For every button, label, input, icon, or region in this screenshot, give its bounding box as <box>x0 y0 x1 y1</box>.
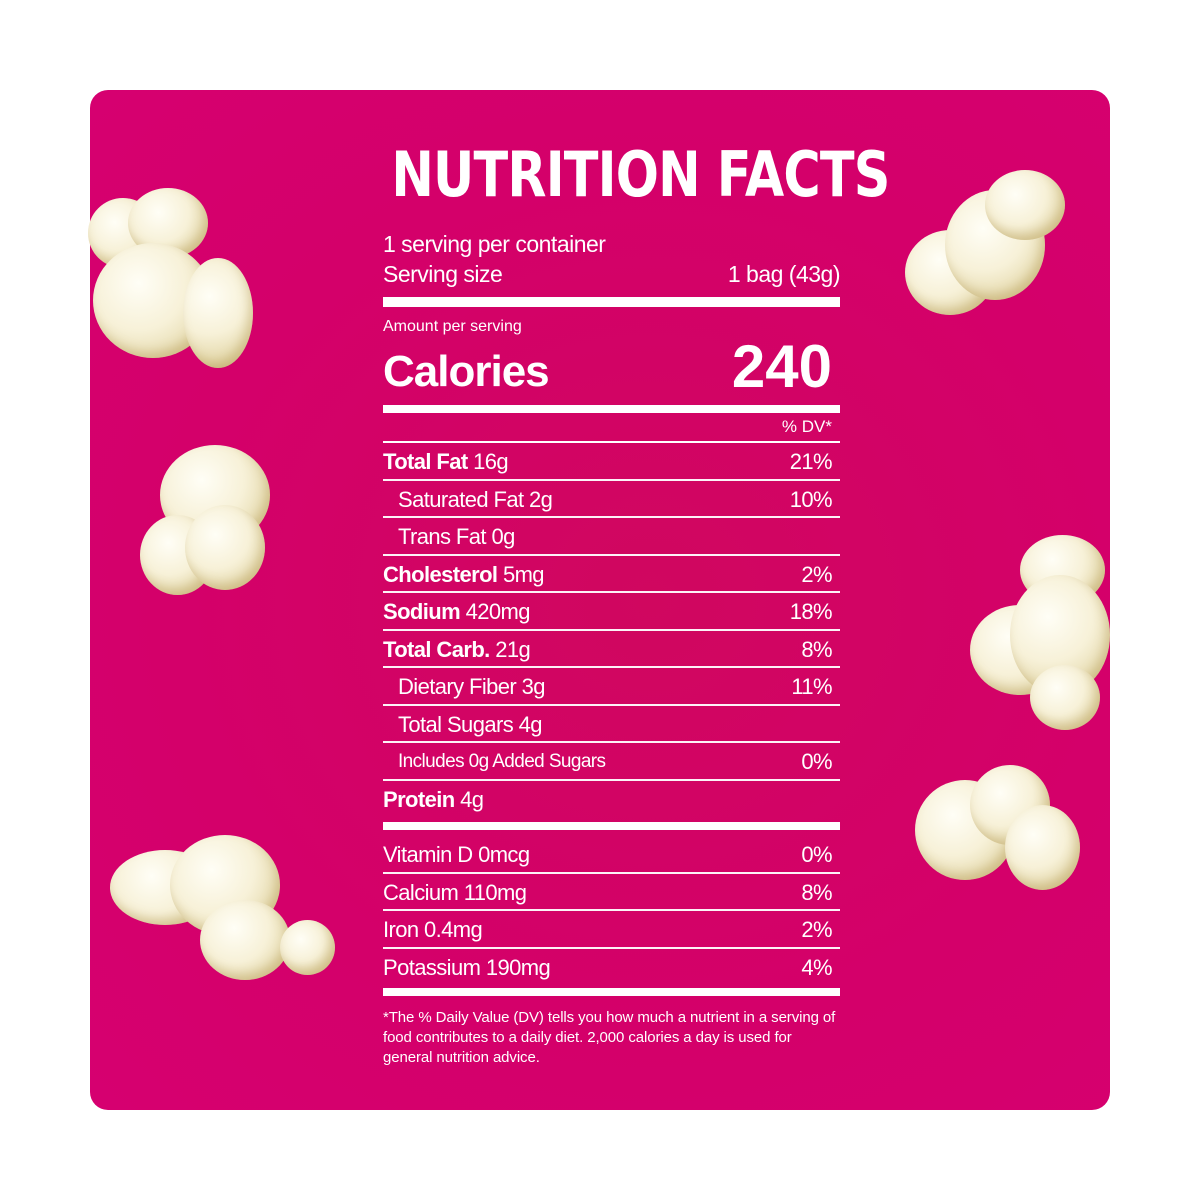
nutrient-name: Saturated Fat <box>398 486 524 512</box>
vitamin-row: Potassium 190mg 4% <box>383 949 840 987</box>
nutrient-row: Protein 4g <box>383 781 840 819</box>
label-title: NUTRITION FACTS <box>391 138 890 211</box>
nutrient-row: Total Sugars 4g <box>383 706 840 743</box>
nutrient-dv: 2% <box>801 561 832 587</box>
vitamin-dv: 2% <box>801 917 832 942</box>
nutrient-amount: 16g <box>473 449 509 474</box>
calories-label: Calories <box>383 347 550 396</box>
nutrient-dv <box>832 781 840 819</box>
nutrient-name: Total Fat <box>383 449 468 474</box>
nutrient-amount: 420mg <box>465 599 531 624</box>
thick-divider <box>383 405 840 413</box>
nutrient-row: Total Carb. 21g 8% <box>383 631 840 668</box>
nutrient-row: Dietary Fiber 3g 11% <box>383 668 840 706</box>
vitamin-name: Calcium 110mg <box>383 879 527 905</box>
vitamin-dv: 0% <box>801 842 832 867</box>
amount-per-serving: Amount per serving <box>383 318 522 335</box>
nutrient-name: Cholesterol <box>383 561 498 587</box>
servings-per-container: 1 serving per container <box>383 231 606 257</box>
nutrient-dv <box>832 706 840 742</box>
nutrient-amount: 2g <box>529 486 553 512</box>
nutrient-dv: 18% <box>789 599 833 624</box>
thick-divider <box>383 822 840 830</box>
vitamin-row: Vitamin D 0mcg 0% <box>383 836 840 874</box>
footnote: *The % Daily Value (DV) tells you how mu… <box>383 1009 836 1066</box>
nutrient-row: Includes 0g Added Sugars 0% <box>383 743 840 781</box>
nutrient-amount: 0g <box>491 524 515 549</box>
nutrient-name: Dietary Fiber <box>398 674 517 699</box>
popcorn-image <box>140 445 280 600</box>
serving-size-value: 1 bag (43g) <box>727 261 841 287</box>
dv-header: % DV* <box>383 413 840 443</box>
popcorn-image <box>905 170 1075 330</box>
nutrient-dv <box>832 518 840 554</box>
nutrient-dv: 11% <box>791 674 832 699</box>
thick-divider <box>383 297 840 307</box>
popcorn-image <box>88 188 258 378</box>
nutrient-list: Total Fat 16g 21% Saturated Fat 2g 10% Tra… <box>383 443 840 818</box>
popcorn-image <box>110 830 340 990</box>
vitamin-row: Calcium 110mg 8% <box>383 874 840 911</box>
nutrient-amount: 21g <box>495 636 531 662</box>
thick-divider <box>383 988 840 996</box>
nutrient-amount: 3g <box>521 674 546 699</box>
nutrient-name: Includes 0g Added Sugars <box>398 751 606 772</box>
nutrient-row: Saturated Fat 2g 10% <box>383 481 840 518</box>
serving-size-label: Serving size <box>383 261 503 287</box>
vitamin-name: Iron 0.4mg <box>383 917 483 942</box>
nutrition-facts-label: NUTRITION FACTS 1 serving per container … <box>383 138 890 1068</box>
nutrient-dv: 0% <box>801 749 832 774</box>
nutrient-row: Sodium 420mg 18% <box>383 593 840 631</box>
calories-row: Calories 240 <box>383 335 840 397</box>
popcorn-image <box>915 765 1085 895</box>
nutrient-name: Total Sugars <box>398 711 514 737</box>
serving-size-row: Serving size 1 bag (43g) <box>383 259 841 289</box>
nutrient-row: Trans Fat 0g <box>383 518 840 556</box>
nutrient-amount: 5mg <box>502 561 545 587</box>
vitamin-row: Iron 0.4mg 2% <box>383 911 840 949</box>
vitamin-dv: 4% <box>801 954 832 980</box>
vitamin-name: Vitamin D 0mcg <box>383 842 530 867</box>
nutrient-row: Total Fat 16g 21% <box>383 443 840 481</box>
calories-value: 240 <box>731 333 832 400</box>
nutrient-name: Total Carb. <box>383 636 490 662</box>
nutrient-name: Sodium <box>383 599 461 624</box>
nutrient-name: Protein <box>383 786 455 812</box>
nutrient-dv: 21% <box>789 449 833 474</box>
vitamin-list: Vitamin D 0mcg 0% Calcium 110mg 8% Iron 0.… <box>383 836 840 986</box>
popcorn-image <box>970 535 1110 735</box>
nutrient-amount: 4g <box>460 786 484 812</box>
nutrient-amount: 4g <box>518 711 543 737</box>
nutrient-row: Cholesterol 5mg 2% <box>383 556 840 593</box>
nutrient-name: Trans Fat <box>398 524 487 549</box>
nutrient-dv: 10% <box>789 486 833 512</box>
nutrient-dv: 8% <box>801 636 832 662</box>
vitamin-dv: 8% <box>801 879 832 905</box>
vitamin-name: Potassium 190mg <box>383 954 551 980</box>
